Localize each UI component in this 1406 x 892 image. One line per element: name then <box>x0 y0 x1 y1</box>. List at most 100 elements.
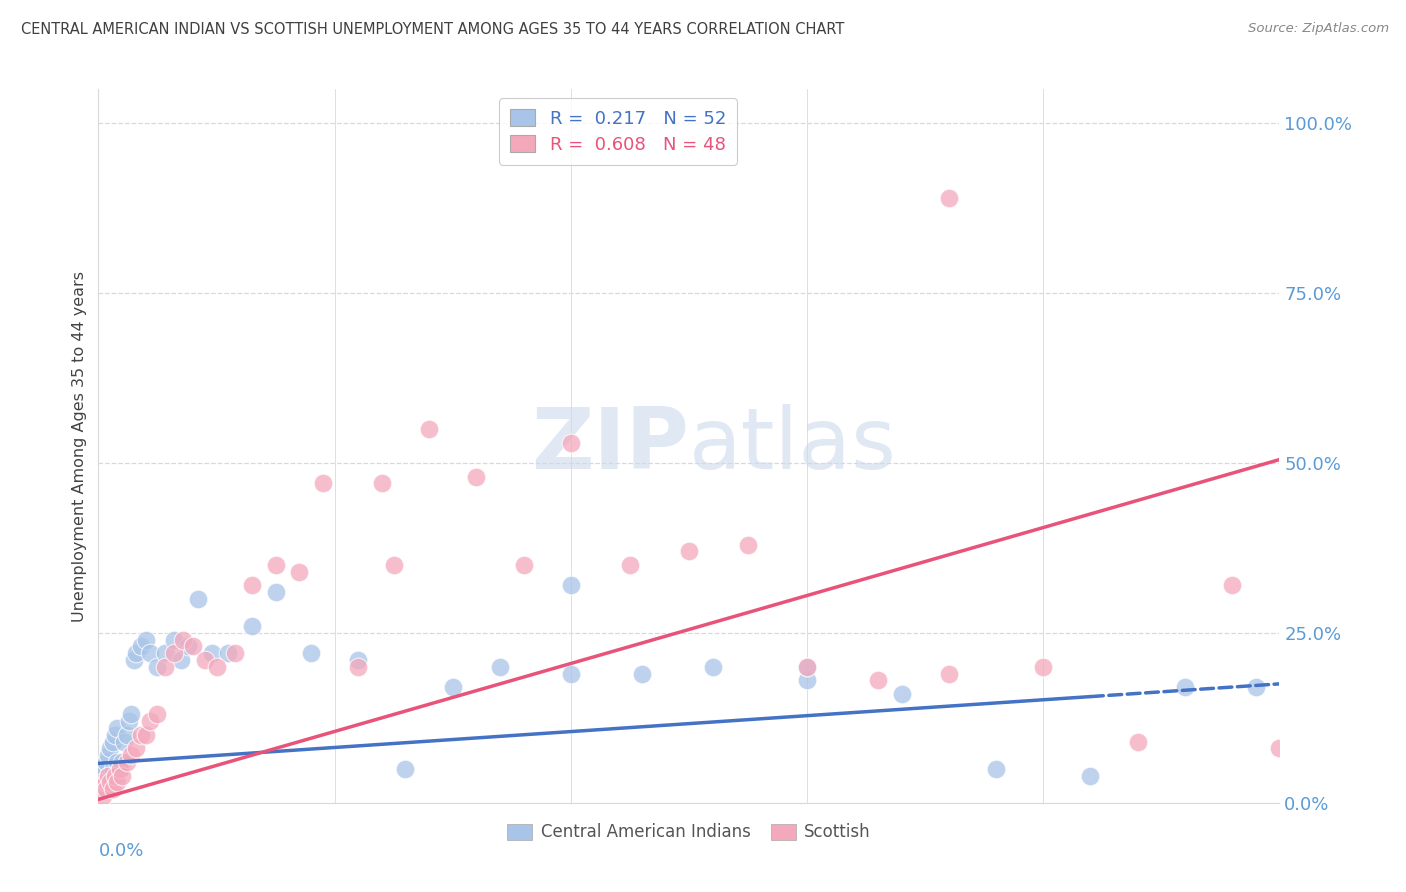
Point <box>98 775 121 789</box>
Point <box>512 558 534 572</box>
Point <box>1220 578 1243 592</box>
Text: 0.0%: 0.0% <box>98 842 143 860</box>
Point <box>104 769 127 783</box>
Point <box>91 762 114 776</box>
Point <box>984 762 1007 776</box>
Point <box>737 537 759 551</box>
Point <box>560 578 582 592</box>
Point <box>170 653 193 667</box>
Point <box>94 755 117 769</box>
Point <box>101 734 124 748</box>
Point <box>201 646 224 660</box>
Point <box>1032 660 1054 674</box>
Point <box>108 762 131 776</box>
Point <box>560 435 582 450</box>
Point <box>129 728 152 742</box>
Point <box>90 782 112 797</box>
Point <box>111 755 134 769</box>
Text: CENTRAL AMERICAN INDIAN VS SCOTTISH UNEMPLOYMENT AMONG AGES 35 TO 44 YEARS CORRE: CENTRAL AMERICAN INDIAN VS SCOTTISH UNEM… <box>21 22 845 37</box>
Point <box>1080 769 1102 783</box>
Point <box>108 762 131 776</box>
Point <box>441 680 464 694</box>
Point <box>121 707 143 722</box>
Point <box>153 660 176 674</box>
Point <box>115 728 138 742</box>
Point <box>101 782 124 797</box>
Point <box>347 653 370 667</box>
Point <box>91 782 114 797</box>
Point <box>98 741 121 756</box>
Point <box>465 469 488 483</box>
Point <box>394 762 416 776</box>
Point <box>125 646 148 660</box>
Point <box>122 653 145 667</box>
Point <box>146 707 169 722</box>
Point <box>135 728 157 742</box>
Point <box>560 666 582 681</box>
Point <box>101 762 124 776</box>
Point <box>112 734 135 748</box>
Text: atlas: atlas <box>689 404 897 488</box>
Point <box>187 591 209 606</box>
Point <box>938 191 960 205</box>
Point <box>125 741 148 756</box>
Point <box>489 660 512 674</box>
Point <box>1126 734 1149 748</box>
Point <box>97 748 120 763</box>
Point <box>94 775 117 789</box>
Point <box>371 476 394 491</box>
Point <box>135 632 157 647</box>
Point <box>94 782 117 797</box>
Point <box>796 673 818 688</box>
Point <box>111 769 134 783</box>
Point <box>382 558 405 572</box>
Point <box>796 660 818 674</box>
Point <box>94 775 117 789</box>
Point <box>91 775 114 789</box>
Y-axis label: Unemployment Among Ages 35 to 44 years: Unemployment Among Ages 35 to 44 years <box>72 270 87 622</box>
Point <box>288 565 311 579</box>
Point <box>115 755 138 769</box>
Point <box>105 775 128 789</box>
Point <box>181 640 204 654</box>
Point <box>104 728 127 742</box>
Point <box>702 660 724 674</box>
Point <box>98 775 121 789</box>
Point <box>91 789 114 803</box>
Point <box>418 422 440 436</box>
Point <box>264 585 287 599</box>
Point <box>224 646 246 660</box>
Point <box>264 558 287 572</box>
Text: ZIP: ZIP <box>531 404 689 488</box>
Point <box>146 660 169 674</box>
Legend: Central American Indians, Scottish: Central American Indians, Scottish <box>501 817 877 848</box>
Point <box>194 653 217 667</box>
Point <box>1268 741 1291 756</box>
Point <box>129 640 152 654</box>
Point <box>153 646 176 660</box>
Point <box>890 687 912 701</box>
Point <box>105 721 128 735</box>
Point <box>240 619 263 633</box>
Point <box>619 558 641 572</box>
Point <box>630 666 652 681</box>
Point <box>678 544 700 558</box>
Point <box>205 660 228 674</box>
Point <box>104 769 127 783</box>
Point <box>1174 680 1197 694</box>
Point <box>347 660 370 674</box>
Point <box>938 666 960 681</box>
Point <box>97 769 120 783</box>
Point <box>299 646 322 660</box>
Point <box>97 769 120 783</box>
Point <box>139 714 162 729</box>
Point <box>240 578 263 592</box>
Point <box>105 755 128 769</box>
Point <box>172 632 194 647</box>
Point <box>139 646 162 660</box>
Point <box>866 673 889 688</box>
Point <box>312 476 335 491</box>
Point <box>217 646 239 660</box>
Point <box>121 748 143 763</box>
Point <box>1244 680 1267 694</box>
